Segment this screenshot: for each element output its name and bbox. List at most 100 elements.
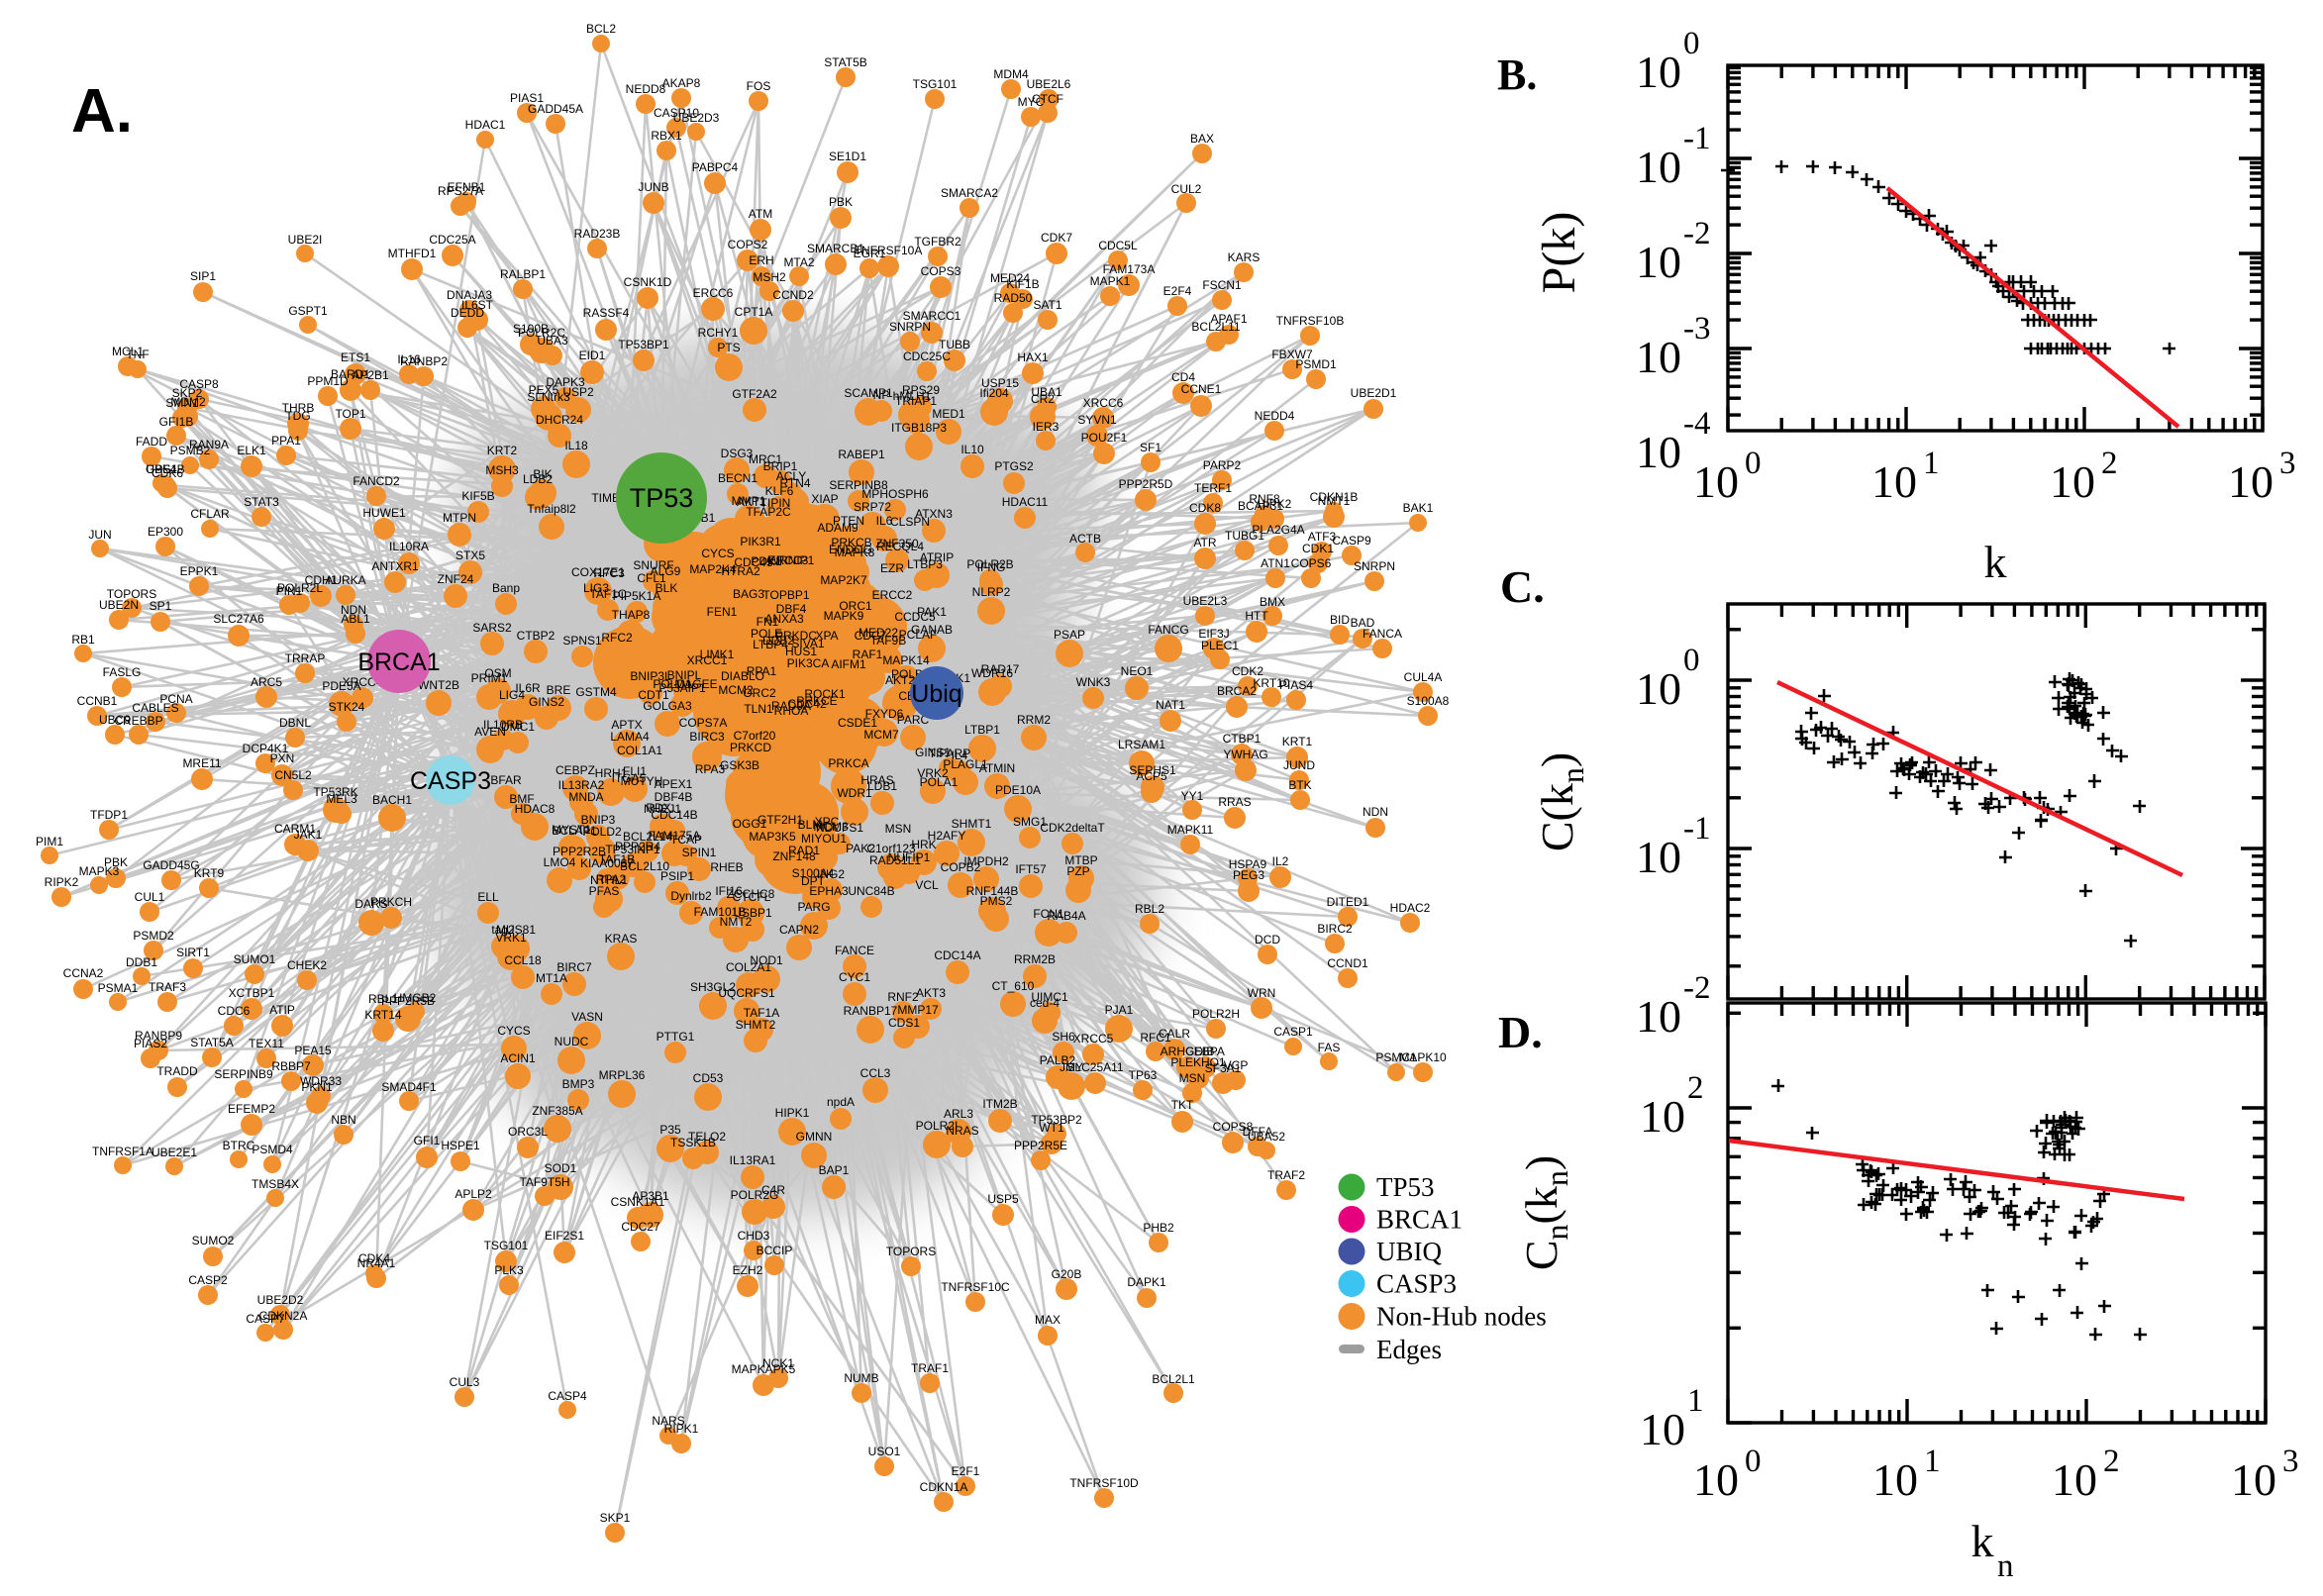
svg-text:NRAS: NRAS <box>946 1124 978 1138</box>
svg-text:BCLAF1: BCLAF1 <box>552 824 597 838</box>
svg-text:CDH1: CDH1 <box>305 573 338 587</box>
svg-text:10: 10 <box>1636 237 1681 287</box>
svg-text:ATMIN: ATMIN <box>979 761 1015 775</box>
svg-text:CCL3: CCL3 <box>860 1066 891 1080</box>
svg-text:HRK: HRK <box>911 838 936 851</box>
svg-text:ELL: ELL <box>477 890 499 904</box>
svg-text:AKT1: AKT1 <box>737 495 766 509</box>
svg-text:CASP7: CASP7 <box>246 1312 285 1326</box>
svg-text:POLA1: POLA1 <box>920 775 959 789</box>
svg-text:TRAF3: TRAF3 <box>149 980 186 994</box>
svg-text:CDKN2A: CDKN2A <box>259 1309 308 1323</box>
svg-text:IL13RA2: IL13RA2 <box>558 778 605 792</box>
svg-text:EID1: EID1 <box>579 349 606 362</box>
svg-text:TFDP1: TFDP1 <box>90 808 128 822</box>
svg-text:10: 10 <box>2050 456 2095 507</box>
svg-text:BIRC7: BIRC7 <box>556 960 592 974</box>
svg-text:BMX: BMX <box>1260 595 1285 609</box>
svg-text:PIK3CA: PIK3CA <box>787 656 830 670</box>
svg-text:IFI16: IFI16 <box>715 884 743 898</box>
svg-text:CUL2: CUL2 <box>1171 182 1202 196</box>
svg-text:TRAF1: TRAF1 <box>911 1361 949 1375</box>
svg-text:STAT5A: STAT5A <box>190 1036 234 1049</box>
svg-text:RRAS: RRAS <box>1218 795 1251 809</box>
svg-text:UBE4B: UBE4B <box>146 462 184 476</box>
svg-text:BID: BID <box>1330 613 1350 627</box>
svg-text:CASP1: CASP1 <box>1273 1025 1313 1039</box>
svg-text:CDK2: CDK2 <box>1232 664 1263 678</box>
svg-text:JAK1: JAK1 <box>294 828 323 842</box>
svg-text:WNT2B: WNT2B <box>418 678 459 692</box>
svg-text:UBE2D1: UBE2D1 <box>1351 386 1397 400</box>
svg-text:PCLAF: PCLAF <box>899 628 938 642</box>
svg-text:BMF: BMF <box>509 792 534 806</box>
svg-text:SRP72: SRP72 <box>854 500 891 514</box>
svg-text:MEL3: MEL3 <box>326 792 357 806</box>
svg-text:MDM4: MDM4 <box>993 67 1029 81</box>
svg-text:MTPN: MTPN <box>443 511 476 525</box>
svg-text:IL18: IL18 <box>564 439 588 452</box>
svg-text:ADAM9: ADAM9 <box>817 521 858 535</box>
svg-text:IFT57: IFT57 <box>1015 862 1047 876</box>
svg-text:SPNS1: SPNS1 <box>562 634 602 648</box>
svg-text:POLD2: POLD2 <box>582 825 622 839</box>
svg-text:FLI1: FLI1 <box>623 764 647 778</box>
svg-text:CCNE1: CCNE1 <box>1181 382 1222 396</box>
svg-text:PSMB2: PSMB2 <box>170 444 211 457</box>
svg-text:n: n <box>1997 1548 2014 1584</box>
svg-text:BCL2L10: BCL2L10 <box>620 859 669 873</box>
svg-text:CREBBP: CREBBP <box>114 714 162 728</box>
svg-text:HMGB2: HMGB2 <box>394 991 437 1005</box>
svg-text:TFAP2C: TFAP2C <box>746 505 791 519</box>
svg-text:MED24: MED24 <box>990 271 1030 285</box>
svg-text:Edges: Edges <box>1376 1335 1442 1364</box>
svg-text:DAPK3: DAPK3 <box>546 375 585 389</box>
svg-text:DSG3: DSG3 <box>721 447 754 460</box>
svg-text:ARHGDIB: ARHGDIB <box>1161 1045 1215 1058</box>
svg-text:WNK3: WNK3 <box>1076 675 1111 689</box>
svg-text:VRK2: VRK2 <box>917 766 949 780</box>
svg-text:UBA1: UBA1 <box>1031 385 1062 399</box>
svg-text:PEA15: PEA15 <box>294 1044 332 1057</box>
svg-text:NOD1: NOD1 <box>750 953 783 967</box>
svg-text:SHMT1: SHMT1 <box>952 817 992 831</box>
svg-text:JUND: JUND <box>1283 758 1315 772</box>
svg-text:EPPK1: EPPK1 <box>180 564 219 578</box>
svg-text:TLN1: TLN1 <box>744 702 773 716</box>
svg-text:BAK1: BAK1 <box>1403 501 1434 515</box>
svg-text:FBXW7: FBXW7 <box>1271 348 1313 361</box>
svg-text:CDK8: CDK8 <box>1189 501 1221 515</box>
svg-text:0: 0 <box>1683 26 1700 61</box>
svg-text:EZR: EZR <box>880 561 904 575</box>
svg-text:RRM2B: RRM2B <box>1014 952 1056 966</box>
svg-text:PABPC4: PABPC4 <box>692 160 739 174</box>
svg-text:POLR2B: POLR2B <box>966 557 1013 571</box>
svg-text:CASP2: CASP2 <box>188 1273 228 1287</box>
svg-text:3: 3 <box>2279 446 2296 481</box>
svg-text:TEX11: TEX11 <box>249 1037 284 1050</box>
svg-text:LDB2: LDB2 <box>523 472 553 486</box>
svg-text:CASP10: CASP10 <box>654 106 699 120</box>
svg-text:KLF6: KLF6 <box>765 484 794 498</box>
svg-text:CCND2: CCND2 <box>772 288 814 302</box>
svg-text:SE1D1: SE1D1 <box>829 150 866 163</box>
svg-text:SH6: SH6 <box>1052 1030 1075 1044</box>
svg-text:SKP2: SKP2 <box>172 386 203 400</box>
svg-text:ACIN1: ACIN1 <box>500 1051 536 1065</box>
svg-text:-2: -2 <box>1683 216 1711 251</box>
svg-text:MTA2: MTA2 <box>783 255 814 269</box>
svg-text:CDC42: CDC42 <box>787 697 827 711</box>
svg-text:GTF2H1: GTF2H1 <box>758 813 803 827</box>
svg-text:COL1A1: COL1A1 <box>617 744 662 757</box>
svg-text:STAT3: STAT3 <box>244 495 279 509</box>
svg-text:MYST1: MYST1 <box>552 823 591 837</box>
svg-text:PARP2: PARP2 <box>1203 458 1242 472</box>
svg-text:XRCC6: XRCC6 <box>1083 396 1124 410</box>
svg-text:PDK1: PDK1 <box>751 554 782 568</box>
svg-text:C4R: C4R <box>761 1183 785 1197</box>
svg-text:PPP2R5E: PPP2R5E <box>1014 1139 1067 1152</box>
svg-text:POLR2G: POLR2G <box>731 1188 779 1202</box>
svg-text:FXYD6: FXYD6 <box>865 707 904 721</box>
svg-text:PSMA1: PSMA1 <box>98 981 139 995</box>
svg-text:B.: B. <box>1497 50 1537 99</box>
